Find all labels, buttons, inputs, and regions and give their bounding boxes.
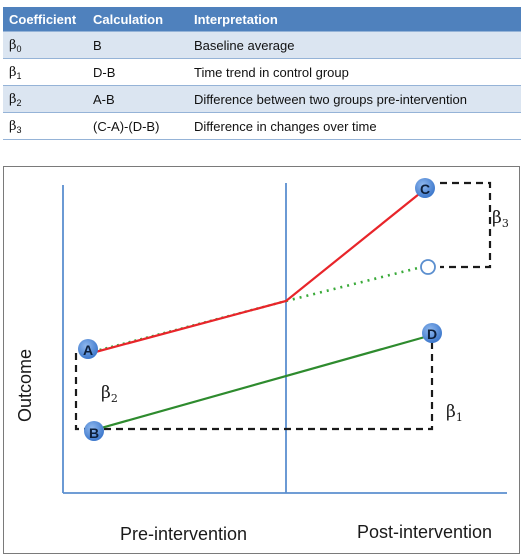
- beta-symbol: β: [9, 118, 17, 134]
- point-a-label: A: [82, 342, 94, 358]
- y-axis-label: Outcome: [15, 348, 35, 422]
- beta-subscript: 2: [110, 392, 118, 405]
- beta-symbol: β: [9, 91, 17, 107]
- point-c-label: C: [419, 181, 431, 197]
- beta-symbol: β: [446, 402, 456, 422]
- point-b-label: B: [88, 425, 100, 441]
- coefficient-cell: β2: [3, 85, 87, 113]
- point-d-marker: [422, 323, 442, 343]
- beta-subscript: 1: [455, 411, 463, 424]
- coefficient-cell: β3: [3, 112, 87, 140]
- beta-symbol: β: [9, 64, 17, 80]
- beta2-bracket: [74, 351, 92, 431]
- x-label-post-intervention: Post-intervention: [357, 522, 493, 542]
- table-header-row: Coefficient Calculation Interpretation: [3, 7, 521, 32]
- beta-subscript: 0: [16, 43, 22, 54]
- beta-subscript: 3: [501, 217, 509, 230]
- diagram-canvas: [62, 178, 507, 494]
- treatment-line: [87, 189, 425, 356]
- interpretation-cell: Difference between two groups pre-interv…: [188, 85, 521, 113]
- beta1-bracket: [104, 339, 434, 431]
- header-calculation: Calculation: [87, 7, 188, 32]
- counterfactual-point: [420, 259, 436, 275]
- beta-symbol: β: [101, 383, 111, 403]
- beta-subscript: 2: [16, 97, 22, 108]
- calculation-cell: (C-A)-(D-B): [87, 112, 188, 140]
- interpretation-cell: Difference in changes over time: [188, 112, 521, 140]
- x-label-pre-intervention: Pre-intervention: [120, 524, 248, 544]
- interpretation-cell: Baseline average: [188, 31, 521, 59]
- beta2-label: β2: [101, 383, 118, 405]
- coefficient-cell: β1: [3, 58, 87, 86]
- point-a-marker: [78, 339, 98, 359]
- interpretation-cell: Time trend in control group: [188, 58, 521, 86]
- header-interpretation: Interpretation: [188, 7, 521, 32]
- coefficient-cell: β0: [3, 31, 87, 59]
- calculation-cell: D-B: [87, 58, 188, 86]
- calculation-cell: B: [87, 31, 188, 59]
- table-row: β2 A-B Difference between two groups pre…: [3, 85, 521, 113]
- did-diagram: Outcome Pre-intervention Post-interventi…: [3, 166, 520, 554]
- table-row: β3 (C-A)-(D-B) Difference in changes ove…: [3, 112, 521, 140]
- beta1-label: β1: [446, 402, 463, 424]
- beta-symbol: β: [9, 37, 17, 53]
- point-c-marker: [415, 178, 435, 198]
- beta-subscript: 1: [16, 70, 22, 81]
- table-row: β1 D-B Time trend in control group: [3, 58, 521, 86]
- table-row: β0 B Baseline average: [3, 31, 521, 59]
- header-coefficient: Coefficient: [3, 7, 87, 32]
- point-b-marker: [84, 421, 104, 441]
- calculation-cell: A-B: [87, 85, 188, 113]
- beta-subscript: 3: [16, 124, 22, 135]
- beta3-bracket: [440, 181, 492, 269]
- counterfactual-line-post: [285, 265, 423, 303]
- point-d-label: D: [426, 326, 438, 342]
- coefficient-table: Coefficient Calculation Interpretation β…: [3, 7, 521, 140]
- beta3-label: β3: [492, 208, 509, 230]
- control-line: [93, 333, 433, 432]
- beta-symbol: β: [492, 208, 502, 228]
